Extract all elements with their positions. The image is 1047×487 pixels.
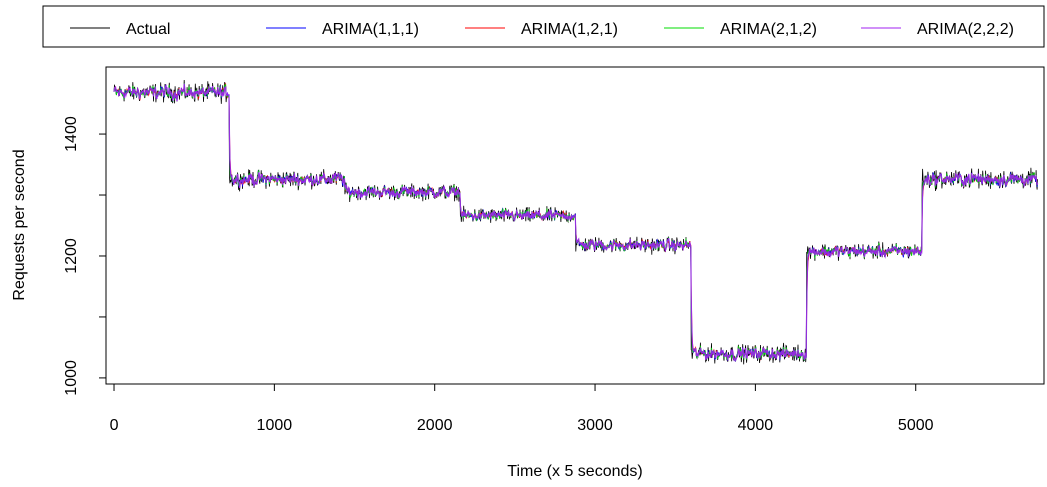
x-tick-label: 2000 — [417, 417, 453, 434]
legend-label: Actual — [126, 21, 170, 38]
x-tick-label: 4000 — [738, 417, 774, 434]
y-tick-label: 1400 — [63, 116, 80, 152]
legend-label: ARIMA(2,1,2) — [720, 21, 817, 38]
x-tick-label: 3000 — [577, 417, 613, 434]
y-tick-label: 1000 — [63, 360, 80, 396]
legend-box — [42, 5, 1045, 48]
legend-label: ARIMA(1,2,1) — [521, 21, 618, 38]
x-tick-label: 1000 — [257, 417, 293, 434]
series-group — [113, 79, 1039, 365]
x-axis-label: Time (x 5 seconds) — [507, 463, 642, 480]
y-axis-label: Requests per second — [11, 149, 28, 300]
legend: Actual ARIMA(1,1,1) ARIMA(1,2,1) ARIMA(2,1,… — [70, 21, 1014, 38]
x-tick-label: 5000 — [898, 417, 934, 434]
legend-label: ARIMA(2,2,2) — [917, 21, 1014, 38]
legend-label: ARIMA(1,1,1) — [322, 21, 419, 38]
x-tick-label: 0 — [110, 417, 119, 434]
x-axis: 0 1000 2000 3000 4000 5000 — [110, 383, 934, 434]
y-axis: 1000 1200 1400 — [63, 116, 107, 396]
series-arima-222 — [113, 83, 1039, 363]
y-tick-label: 1200 — [63, 238, 80, 274]
